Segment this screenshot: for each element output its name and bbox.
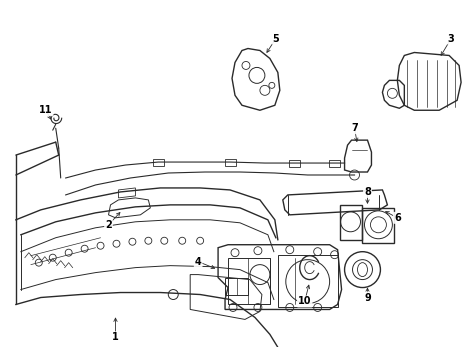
Text: 2: 2 xyxy=(105,220,112,230)
Text: 5: 5 xyxy=(273,33,279,44)
Text: 1: 1 xyxy=(112,332,119,342)
Text: 3: 3 xyxy=(448,33,455,44)
Text: 6: 6 xyxy=(394,213,401,223)
Text: 9: 9 xyxy=(364,293,371,302)
Text: 11: 11 xyxy=(39,105,53,115)
Text: 4: 4 xyxy=(195,256,201,267)
Text: 10: 10 xyxy=(298,296,311,307)
Text: 8: 8 xyxy=(364,187,371,197)
Text: 7: 7 xyxy=(351,123,358,133)
